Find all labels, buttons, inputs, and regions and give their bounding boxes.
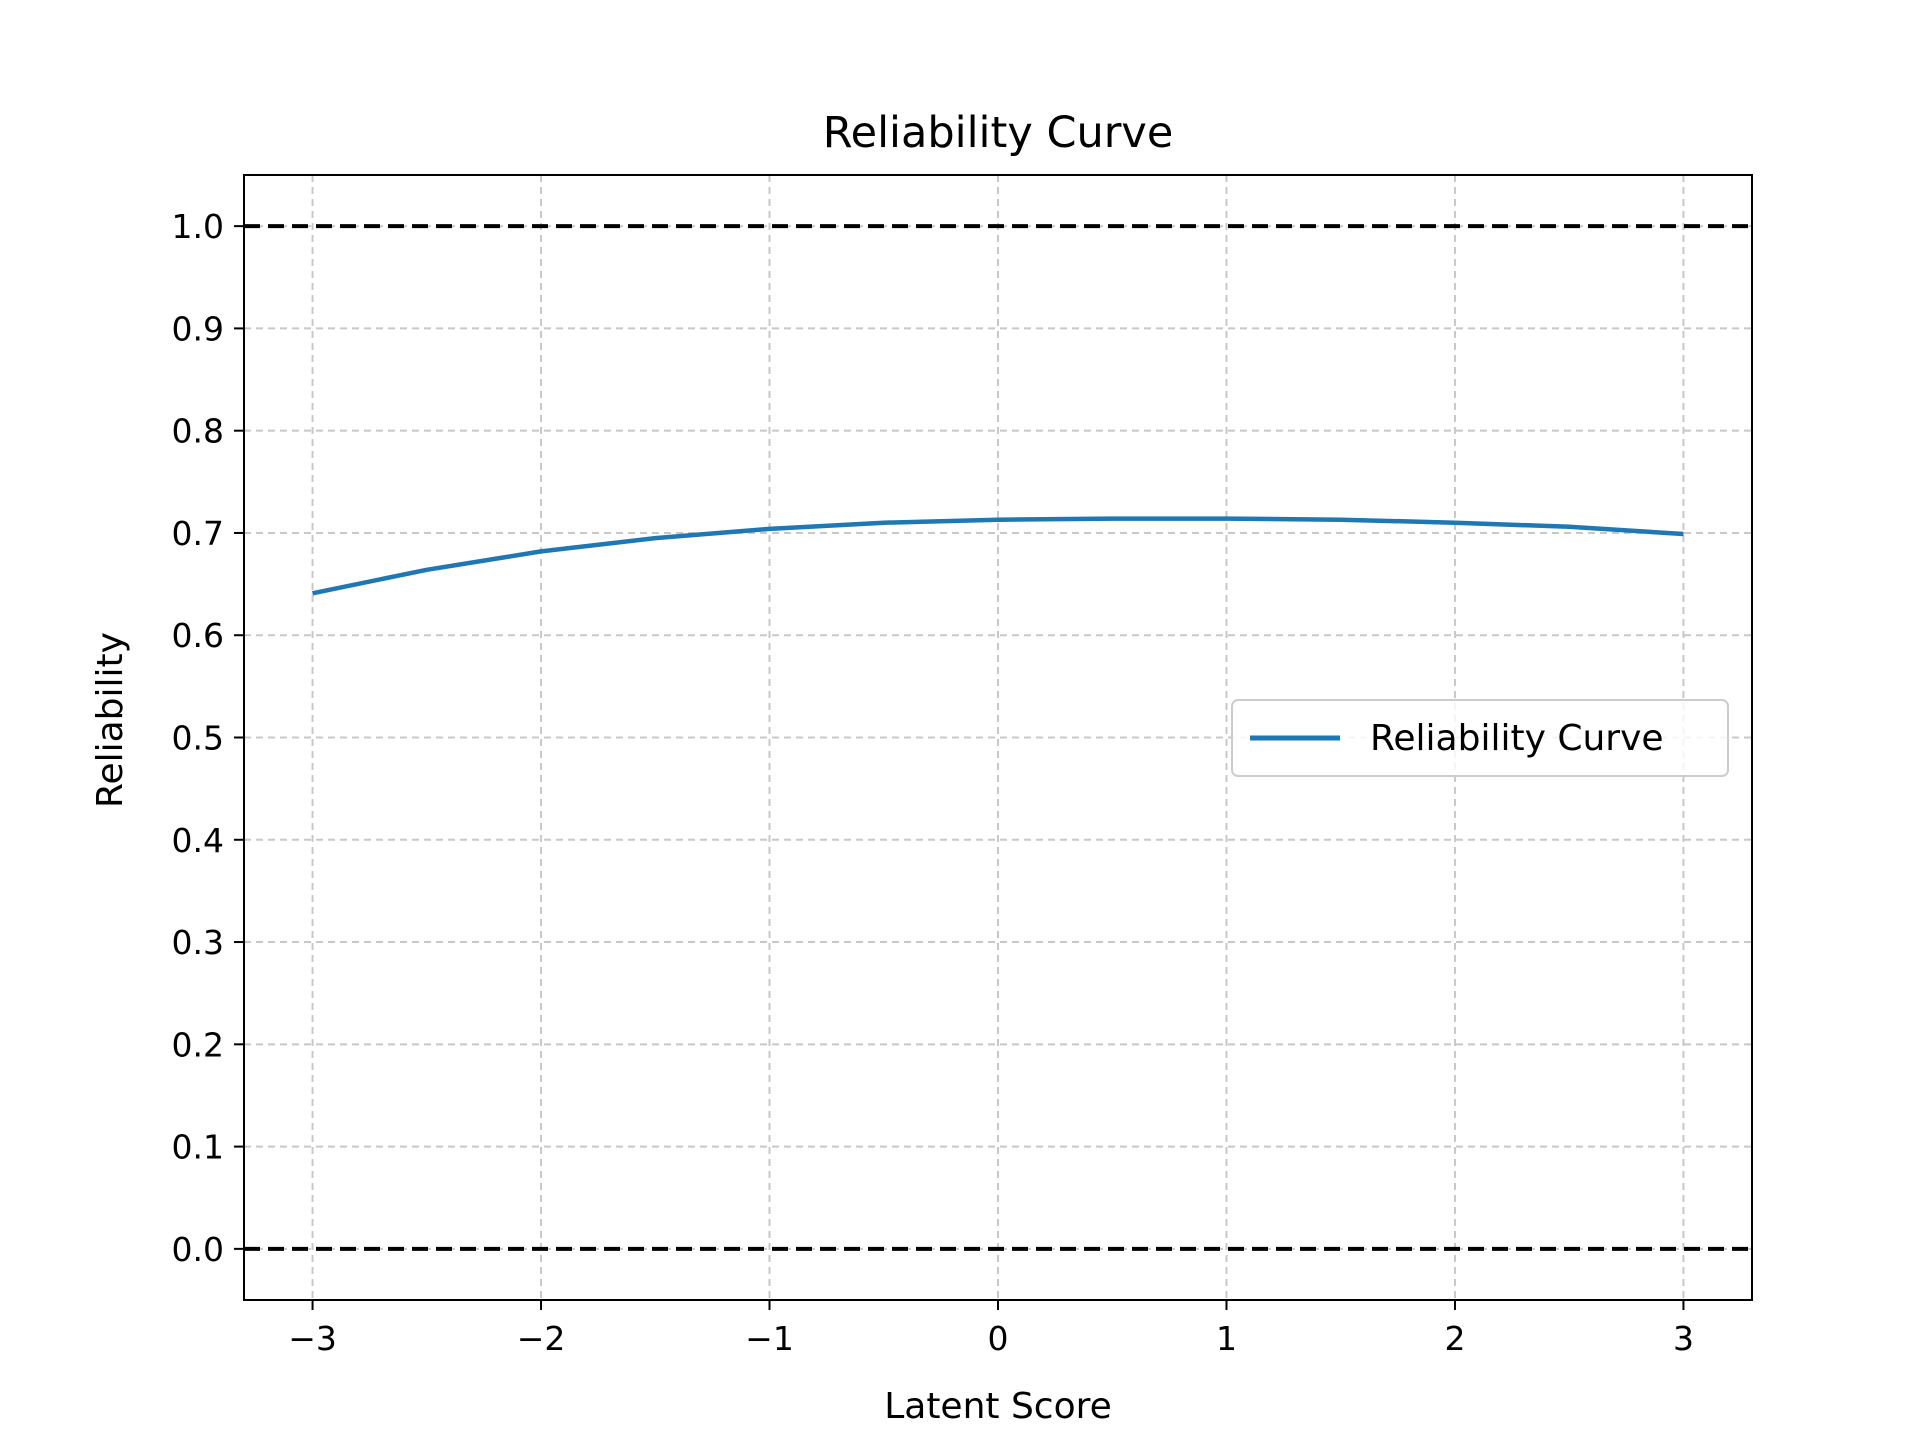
series-line (312, 516, 1684, 596)
grid (244, 175, 1752, 1300)
y-tick-label: 0.0 (172, 1230, 224, 1269)
x-tick-label: 1 (1216, 1319, 1237, 1358)
y-tick-label: 0.4 (172, 821, 224, 860)
y-tick-label: 0.9 (172, 309, 224, 348)
legend: Reliability Curve (1231, 699, 1729, 777)
x-tick-label: −3 (288, 1319, 337, 1358)
ticks: −3 −2 −1 0 1 2 3 0.0 0.1 0.2 0.3 0.4 0.5 0.6 0.7 0.8 0.9… (172, 207, 1694, 1358)
x-axis-label: Latent Score (884, 1386, 1112, 1427)
x-tick-label: −1 (745, 1319, 794, 1358)
y-tick-label: 0.5 (172, 719, 224, 758)
y-tick-label: 0.3 (172, 923, 224, 962)
x-tick-label: 2 (1444, 1319, 1465, 1358)
y-tick-label: 0.8 (172, 412, 224, 451)
y-tick-label: 0.2 (172, 1025, 224, 1064)
legend-box (1231, 699, 1729, 777)
y-tick-label: 1.0 (172, 207, 224, 246)
y-axis-label: Reliability (90, 632, 131, 808)
reference-lines (244, 224, 1752, 1251)
y-tick-label: 0.1 (172, 1128, 224, 1167)
x-tick-label: −2 (517, 1319, 566, 1358)
y-tick-label: 0.6 (172, 616, 224, 655)
legend-label: Reliability Curve (1370, 718, 1664, 759)
series (312, 516, 1684, 596)
x-tick-label: 0 (988, 1319, 1009, 1358)
x-tick-label: 3 (1673, 1319, 1694, 1358)
y-tick-label: 0.7 (172, 514, 224, 553)
chart-title: Reliability Curve (823, 108, 1174, 158)
